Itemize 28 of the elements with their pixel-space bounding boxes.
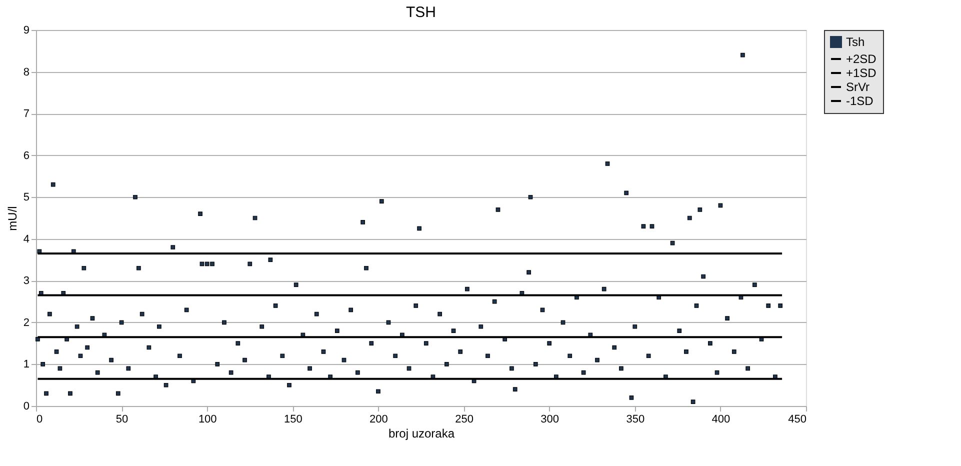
x-tick-label: 450 [788, 414, 806, 426]
x-tick-label: 350 [626, 414, 645, 426]
x-tick-label: 50 [116, 414, 128, 426]
y-tick-label: 2 [23, 316, 30, 329]
legend-label: +2SD [846, 52, 877, 66]
y-tick-label: 1 [23, 358, 30, 371]
x-axis-title: broj uzoraka [388, 426, 455, 440]
legend-label: -1SD [846, 94, 874, 108]
y-tick-label: 4 [23, 233, 30, 246]
x-tick-label: 0 [36, 414, 43, 426]
y-tick-label: 9 [23, 24, 30, 36]
x-tick-label: 250 [455, 414, 474, 426]
y-tick-label: 8 [23, 66, 30, 78]
legend-label: Tsh [846, 35, 865, 49]
legend-label: SrVr [846, 80, 870, 94]
y-tick-label: 7 [23, 108, 30, 120]
y-tick-label: 0 [23, 400, 30, 412]
x-tick-label: 150 [284, 414, 302, 426]
y-tick-label: 6 [23, 150, 30, 162]
chart-title: TSH [406, 4, 436, 21]
y-tick-label: 3 [23, 275, 30, 288]
y-axis-title: mU/l [5, 206, 20, 231]
y-tick-label: 5 [23, 192, 30, 204]
x-tick-label: 300 [540, 414, 560, 426]
legend-label: +1SD [846, 66, 877, 80]
x-tick-label: 400 [712, 414, 730, 426]
x-tick-label: 200 [370, 414, 388, 426]
x-tick-label: 100 [198, 414, 217, 426]
